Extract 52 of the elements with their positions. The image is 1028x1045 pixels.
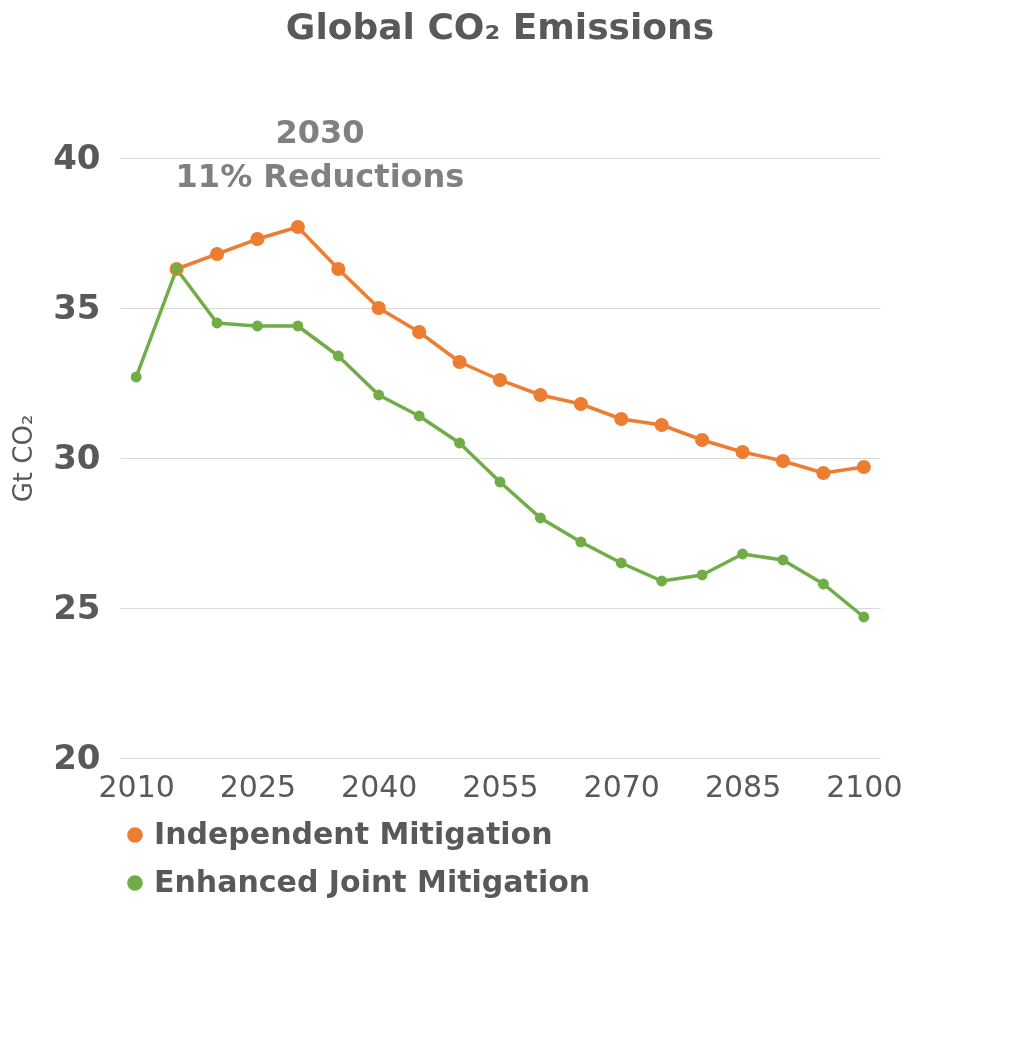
annotation: 2030 11% Reductions bbox=[175, 113, 465, 195]
point bbox=[816, 465, 831, 481]
x-tick-label: 2010 bbox=[98, 768, 175, 804]
point bbox=[533, 387, 548, 403]
point bbox=[856, 459, 871, 475]
y-tick-label: 40 bbox=[53, 136, 101, 177]
legend-label: Independent Mitigation bbox=[154, 816, 553, 851]
x-tick-label: 2070 bbox=[583, 768, 660, 804]
y-tick-label: 25 bbox=[53, 586, 101, 627]
point bbox=[775, 453, 791, 469]
point bbox=[817, 578, 829, 590]
point bbox=[413, 410, 425, 422]
point bbox=[575, 536, 587, 548]
point bbox=[573, 396, 588, 412]
point bbox=[292, 320, 304, 332]
point bbox=[777, 554, 789, 566]
y-tick-label: 20 bbox=[53, 736, 101, 777]
point bbox=[494, 476, 506, 488]
point bbox=[371, 300, 386, 316]
x-tick-label: 2085 bbox=[704, 768, 782, 804]
y-tick-label: 35 bbox=[53, 286, 101, 327]
point bbox=[332, 350, 344, 362]
x-tick-label: 2025 bbox=[219, 768, 297, 804]
point bbox=[211, 317, 223, 329]
point bbox=[615, 557, 627, 569]
point bbox=[614, 411, 629, 427]
point bbox=[695, 432, 710, 448]
chart-title: Global CO₂ Emissions bbox=[285, 6, 715, 47]
point bbox=[858, 611, 870, 623]
x-tick-label: 2055 bbox=[462, 768, 539, 804]
x-tick-label: 2100 bbox=[826, 768, 903, 804]
y-tick-label: 30 bbox=[53, 436, 101, 477]
point bbox=[534, 512, 546, 524]
point bbox=[492, 372, 508, 388]
point bbox=[735, 444, 750, 460]
point bbox=[290, 219, 305, 235]
point bbox=[331, 261, 346, 277]
point bbox=[454, 437, 466, 449]
point bbox=[209, 246, 225, 262]
point bbox=[696, 569, 708, 581]
point bbox=[130, 371, 142, 383]
point bbox=[250, 231, 265, 247]
point bbox=[737, 548, 749, 560]
point bbox=[251, 320, 263, 332]
point bbox=[373, 389, 385, 401]
y-axis-title: Gt CO₂ bbox=[8, 414, 39, 503]
point bbox=[654, 417, 669, 433]
point bbox=[412, 324, 427, 340]
x-tick-label: 2040 bbox=[341, 768, 418, 804]
point bbox=[452, 354, 467, 370]
legend-label: Enhanced Joint Mitigation bbox=[154, 864, 591, 899]
point bbox=[656, 575, 668, 587]
